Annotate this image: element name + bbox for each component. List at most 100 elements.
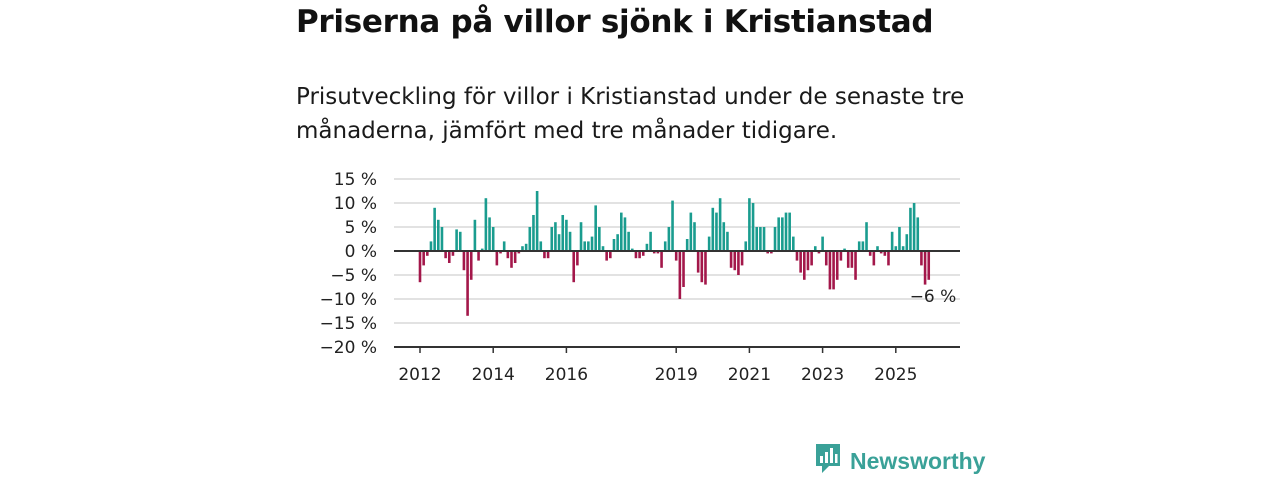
bar [594,205,597,251]
bar [528,227,532,251]
bar [865,222,868,251]
bar [748,198,751,251]
bar [755,227,759,251]
bar [777,217,780,251]
bar [770,251,773,254]
y-tick-label: −15 % [320,314,377,334]
bar [876,246,879,251]
bar [484,198,488,251]
bar [923,251,927,285]
bar [901,246,905,251]
bar [762,227,766,251]
y-tick-label: −20 % [320,338,377,358]
bar [740,251,744,266]
bar [561,215,565,251]
bar [641,251,645,256]
bar [627,231,630,251]
bar [480,248,484,251]
bar [649,231,652,251]
bar [565,219,568,251]
bar [652,251,656,254]
bar [751,203,755,251]
bar [579,222,583,251]
x-tick-label: 2014 [472,365,515,385]
bar [696,251,700,273]
bar [645,243,649,251]
bar [620,212,623,251]
x-tick-label: 2023 [801,365,844,385]
bar [466,251,469,316]
bar [854,251,857,280]
bar [784,212,788,251]
bar [824,251,828,266]
bar [726,231,729,251]
bar [495,251,499,266]
bar-chart: 15 %10 %5 %0 %−5 %−10 %−15 %−20 % 2012 20… [320,170,960,385]
bar [905,234,909,251]
last-value-label: −6 % [910,287,957,307]
bar [850,251,854,268]
chart-subtitle: Prisutveckling för villor i Kristianstad… [296,84,965,144]
axes [394,250,960,348]
bar [418,251,422,283]
bar [587,241,590,251]
bar [447,251,451,263]
bar [601,246,605,251]
bar [422,251,425,266]
newsworthy-brand: Newsworthy [814,444,985,478]
bar [806,251,810,271]
bar [638,251,641,259]
bar [535,191,539,251]
chart-title: Priserna på villor sjönk i Kristianstad [296,4,934,40]
bar [894,246,898,251]
bar [605,251,608,261]
bar [598,227,601,251]
bar [513,251,517,263]
bar [857,241,861,251]
bar [616,234,619,251]
bar [887,251,890,266]
bar [700,251,704,283]
bar [502,241,506,251]
bar [576,251,579,266]
x-tick-label: 2016 [545,365,588,385]
bar [707,236,711,251]
bar [883,251,887,256]
bar [766,251,769,254]
bar [623,217,627,251]
bar [839,251,843,261]
x-tick-label: 2012 [398,365,441,385]
bar [488,217,491,251]
bar [550,227,554,251]
bar [532,215,535,251]
bar [898,227,901,251]
y-axis-ticks: 15 % 10 % 5 % 0 % −5 % −10 % −15 % −20 % [320,170,377,358]
bar [821,236,824,251]
bar [609,251,612,259]
bar [759,227,762,251]
bar [539,241,543,251]
bar [455,229,458,251]
bar [927,251,931,280]
bar [715,212,718,251]
bar [792,236,795,251]
bar [799,251,802,273]
bar [590,236,594,251]
bar [656,251,660,254]
x-axis-ticks: 2012 2014 2016 2019 2021 2023 2025 [398,347,917,385]
bar [426,251,429,256]
x-tick-label: 2025 [874,365,917,385]
bar [440,227,444,251]
bar [718,198,722,251]
bar [506,251,510,259]
y-tick-label: 5 % [345,218,377,238]
bar [835,251,839,280]
bar [704,251,707,285]
bar [437,219,440,251]
bar [546,251,550,259]
bar [795,251,799,261]
bar [916,217,920,251]
bar [682,251,685,287]
bar [451,251,455,256]
bar [868,251,872,256]
